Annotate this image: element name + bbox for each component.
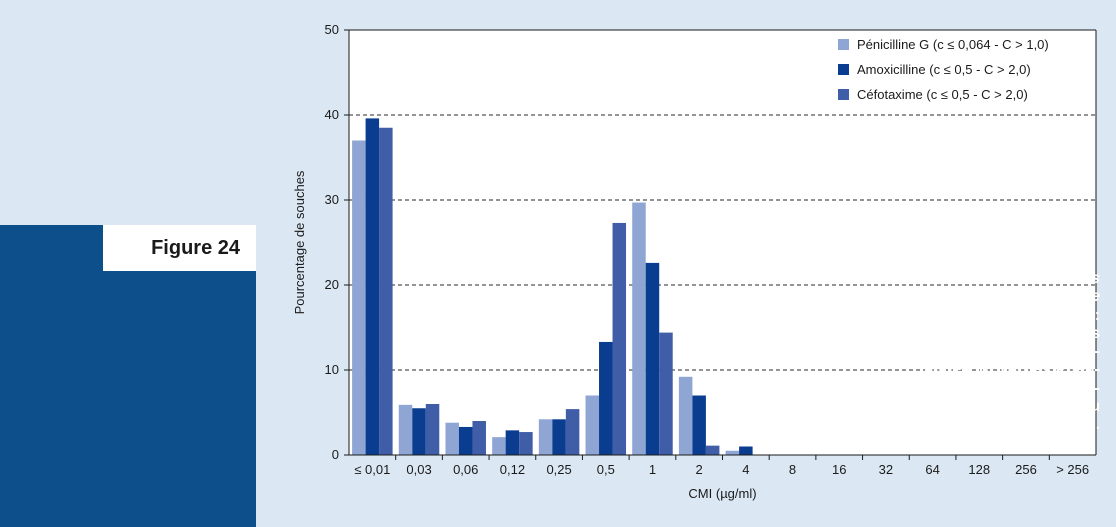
figure-caption: Streptococcus pneumoniae (1 492 souches)…	[30, 270, 1100, 435]
bars	[352, 118, 753, 456]
bar	[599, 341, 613, 455]
x-tick-label: 0,5	[597, 462, 615, 477]
bar	[458, 426, 473, 455]
bar	[645, 262, 660, 455]
bar	[472, 421, 486, 455]
y-tick-label: 30	[325, 192, 339, 207]
bar	[379, 127, 393, 455]
legend-label: Pénicilline G (c ≤ 0,064 - C > 1,0)	[857, 37, 1049, 52]
bar	[565, 409, 580, 455]
gridlines	[349, 114, 1096, 371]
figure-number: Figure 24	[151, 237, 240, 259]
x-tick-label: > 256	[1056, 462, 1089, 477]
y-tick-label: 10	[325, 362, 339, 377]
x-tick-label: 32	[879, 462, 893, 477]
bar	[692, 395, 706, 455]
plot-area	[349, 30, 1096, 455]
caption-species-name: pneumoniae	[1005, 288, 1100, 306]
legend-label: Amoxicilline (c ≤ 0,5 - C > 2,0)	[857, 62, 1031, 77]
bar	[365, 118, 380, 456]
x-tick-label: 0,03	[406, 462, 431, 477]
x-tick-label: 0,12	[500, 462, 525, 477]
legend-swatch	[838, 39, 849, 50]
bar	[678, 376, 693, 455]
bar	[519, 432, 533, 455]
bar	[445, 422, 459, 455]
bar	[552, 419, 566, 455]
x-tick-label: 4	[742, 462, 749, 477]
bar	[739, 446, 753, 455]
bar	[659, 332, 673, 455]
bar	[352, 140, 366, 455]
x-tick-label: 1	[649, 462, 656, 477]
x-tick-label: ≤ 0,01	[354, 462, 390, 477]
x-tick-label: 2	[696, 462, 703, 477]
bar	[505, 430, 520, 455]
caption-line: Pneumocoque, 2002).	[935, 416, 1101, 434]
caption-line: distribution des	[980, 324, 1100, 342]
x-tick-label: 128	[968, 462, 990, 477]
caption-line: toires Régionaux du	[946, 398, 1100, 416]
caption-line: mocoques et Observa-	[927, 379, 1101, 397]
y-tick-label: 50	[325, 22, 339, 37]
y-tick-label: 0	[332, 447, 339, 462]
bar	[585, 395, 600, 455]
bar	[398, 404, 413, 455]
caption-line: (1 492 souches) :	[970, 306, 1100, 324]
bar	[632, 202, 646, 455]
caption-panel	[0, 225, 256, 527]
caption-line: CMI des bêtalacta-	[959, 343, 1100, 361]
legend: Pénicilline G (c ≤ 0,064 - C > 1,0) Amoxi…	[838, 37, 1049, 102]
bar	[612, 222, 627, 455]
bar	[705, 445, 720, 455]
bar	[538, 419, 553, 455]
x-axis-title: CMI (µg/ml)	[688, 486, 756, 501]
bar	[425, 404, 440, 455]
x-tick-label: 8	[789, 462, 796, 477]
y-tick-label: 20	[325, 277, 339, 292]
figure-label-tab: Figure 24	[103, 225, 256, 271]
y-axis-title: Pourcentage de souches	[292, 170, 307, 314]
bar	[725, 450, 740, 455]
x-tick-label: 256	[1015, 462, 1037, 477]
legend-swatch	[838, 89, 849, 100]
bar	[412, 408, 426, 455]
legend-swatch	[838, 64, 849, 75]
axes: 0 10 20 30 40 50 ≤ 0,01 0,03 0,06 0,12 0,25 0,5 1 2 4 8…	[325, 22, 1097, 477]
x-tick-label: 16	[832, 462, 846, 477]
legend-label: Céfotaxime (c ≤ 0,5 - C > 2,0)	[857, 87, 1028, 102]
x-tick-label: 0,25	[546, 462, 571, 477]
bar	[492, 437, 506, 455]
x-tick-label: 64	[925, 462, 939, 477]
caption-species-genus: Streptococcus	[988, 270, 1100, 287]
x-tick-label: 0,06	[453, 462, 478, 477]
caption-line: mines. (CNR des Pneu-	[923, 361, 1100, 379]
y-tick-label: 40	[325, 107, 339, 122]
